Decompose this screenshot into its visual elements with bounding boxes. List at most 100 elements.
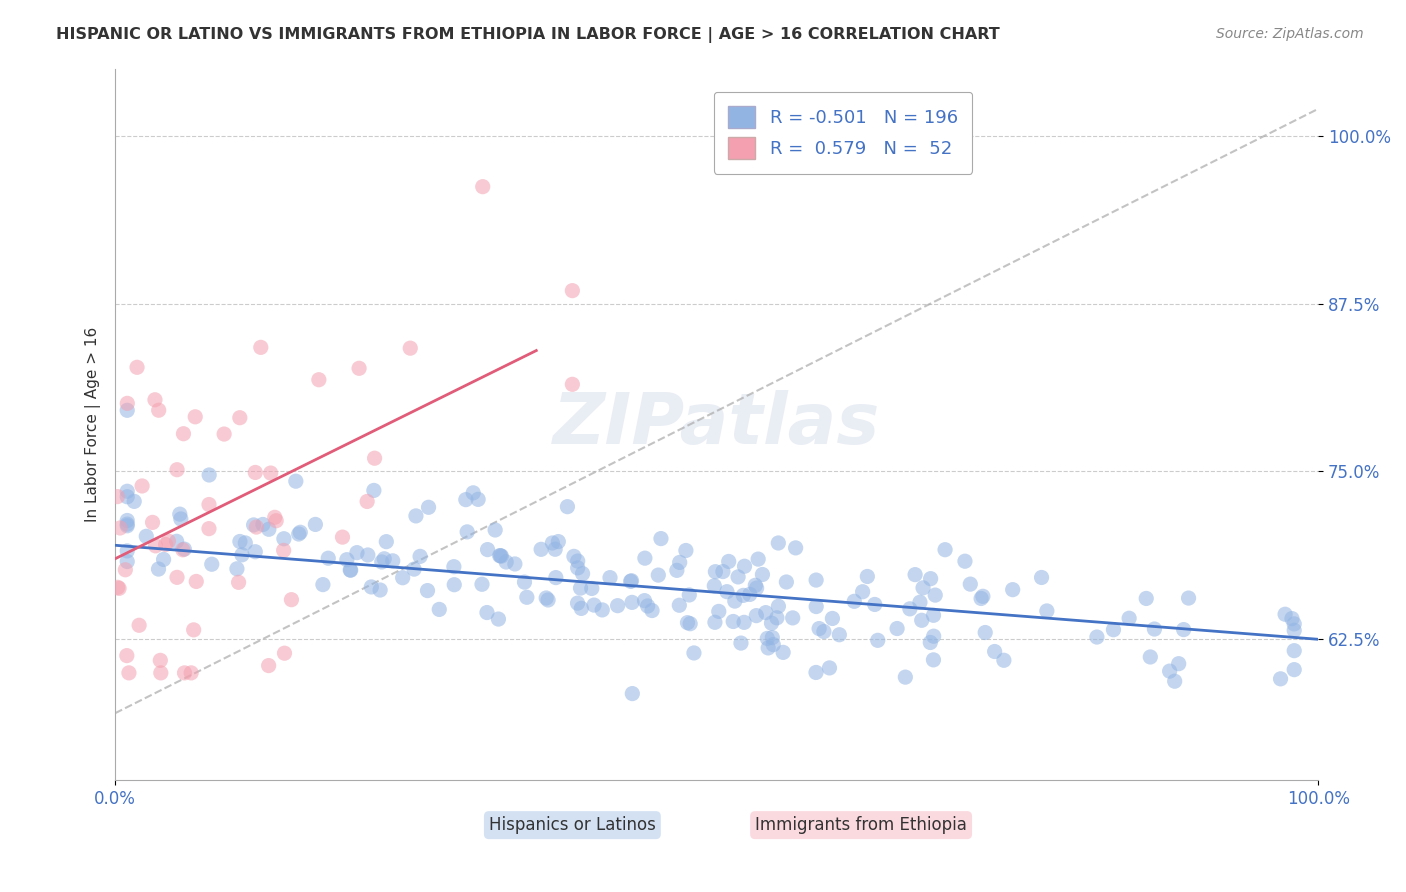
Point — [541, 536, 564, 550]
Point — [934, 542, 956, 557]
Point — [634, 551, 657, 566]
Point — [922, 629, 945, 643]
Point — [228, 575, 250, 590]
Point — [567, 561, 589, 575]
Point — [1159, 664, 1181, 678]
Point — [170, 512, 193, 526]
Point — [273, 532, 295, 546]
Point — [198, 467, 221, 482]
Point — [114, 563, 136, 577]
Point — [768, 536, 790, 550]
Point — [959, 577, 981, 591]
Point — [922, 653, 945, 667]
Point — [567, 554, 589, 568]
Point — [229, 410, 252, 425]
Text: Source: ZipAtlas.com: Source: ZipAtlas.com — [1216, 27, 1364, 41]
Point — [245, 545, 267, 559]
Point — [418, 500, 440, 515]
Point — [172, 542, 194, 557]
Point — [571, 566, 593, 581]
Point — [727, 570, 749, 584]
Point — [707, 604, 730, 618]
Point — [641, 603, 664, 617]
Point — [785, 541, 807, 555]
Point — [775, 574, 797, 589]
Point — [756, 640, 779, 655]
Point — [166, 570, 188, 584]
Point — [747, 552, 769, 566]
Point — [166, 463, 188, 477]
Point — [863, 598, 886, 612]
Point — [273, 646, 295, 660]
Point — [924, 588, 946, 602]
Point — [813, 624, 835, 639]
Point — [115, 544, 138, 558]
Point — [149, 653, 172, 667]
Point — [115, 517, 138, 532]
Point — [1177, 591, 1199, 605]
Point — [703, 615, 725, 630]
Point — [184, 409, 207, 424]
Point — [972, 590, 994, 604]
Point — [201, 558, 224, 572]
Point — [145, 539, 167, 553]
Point — [734, 559, 756, 574]
Point — [993, 653, 1015, 667]
Point — [264, 514, 287, 528]
Point — [852, 584, 875, 599]
Point — [467, 492, 489, 507]
Point — [118, 665, 141, 680]
Point — [166, 534, 188, 549]
Point — [135, 529, 157, 543]
Point — [621, 687, 644, 701]
Point — [844, 594, 866, 608]
Point — [1143, 622, 1166, 636]
Point — [751, 567, 773, 582]
Point — [233, 536, 256, 550]
Point — [495, 555, 517, 569]
Point — [821, 611, 844, 625]
Point — [768, 599, 790, 614]
Point — [371, 555, 394, 569]
Point — [471, 179, 494, 194]
Point — [716, 584, 738, 599]
Point — [711, 565, 734, 579]
Point — [1282, 643, 1305, 657]
Point — [346, 546, 368, 560]
Point — [157, 534, 180, 549]
Point — [620, 574, 643, 588]
Point — [229, 534, 252, 549]
Point — [226, 562, 249, 576]
Point — [974, 625, 997, 640]
Point — [703, 579, 725, 593]
Point — [183, 623, 205, 637]
Point — [733, 615, 755, 630]
Point — [115, 555, 138, 569]
Point — [304, 517, 326, 532]
Point — [806, 599, 828, 614]
Point — [363, 451, 385, 466]
Point — [953, 554, 976, 568]
Point — [416, 583, 439, 598]
Point — [1270, 672, 1292, 686]
Point — [117, 396, 139, 410]
Point — [621, 595, 644, 609]
Point — [762, 638, 785, 652]
Point — [567, 596, 589, 610]
Point — [970, 591, 993, 606]
Point — [308, 373, 330, 387]
Point — [360, 580, 382, 594]
Point — [131, 479, 153, 493]
Point — [381, 554, 404, 568]
Point — [650, 532, 672, 546]
Point — [186, 574, 208, 589]
Point — [920, 635, 942, 649]
Point — [245, 520, 267, 534]
Text: Immigrants from Ethiopia: Immigrants from Ethiopia — [755, 816, 967, 834]
Point — [339, 563, 361, 577]
Point — [1031, 570, 1053, 584]
Point — [477, 542, 499, 557]
Point — [141, 516, 163, 530]
Point — [273, 543, 295, 558]
Point — [1274, 607, 1296, 622]
